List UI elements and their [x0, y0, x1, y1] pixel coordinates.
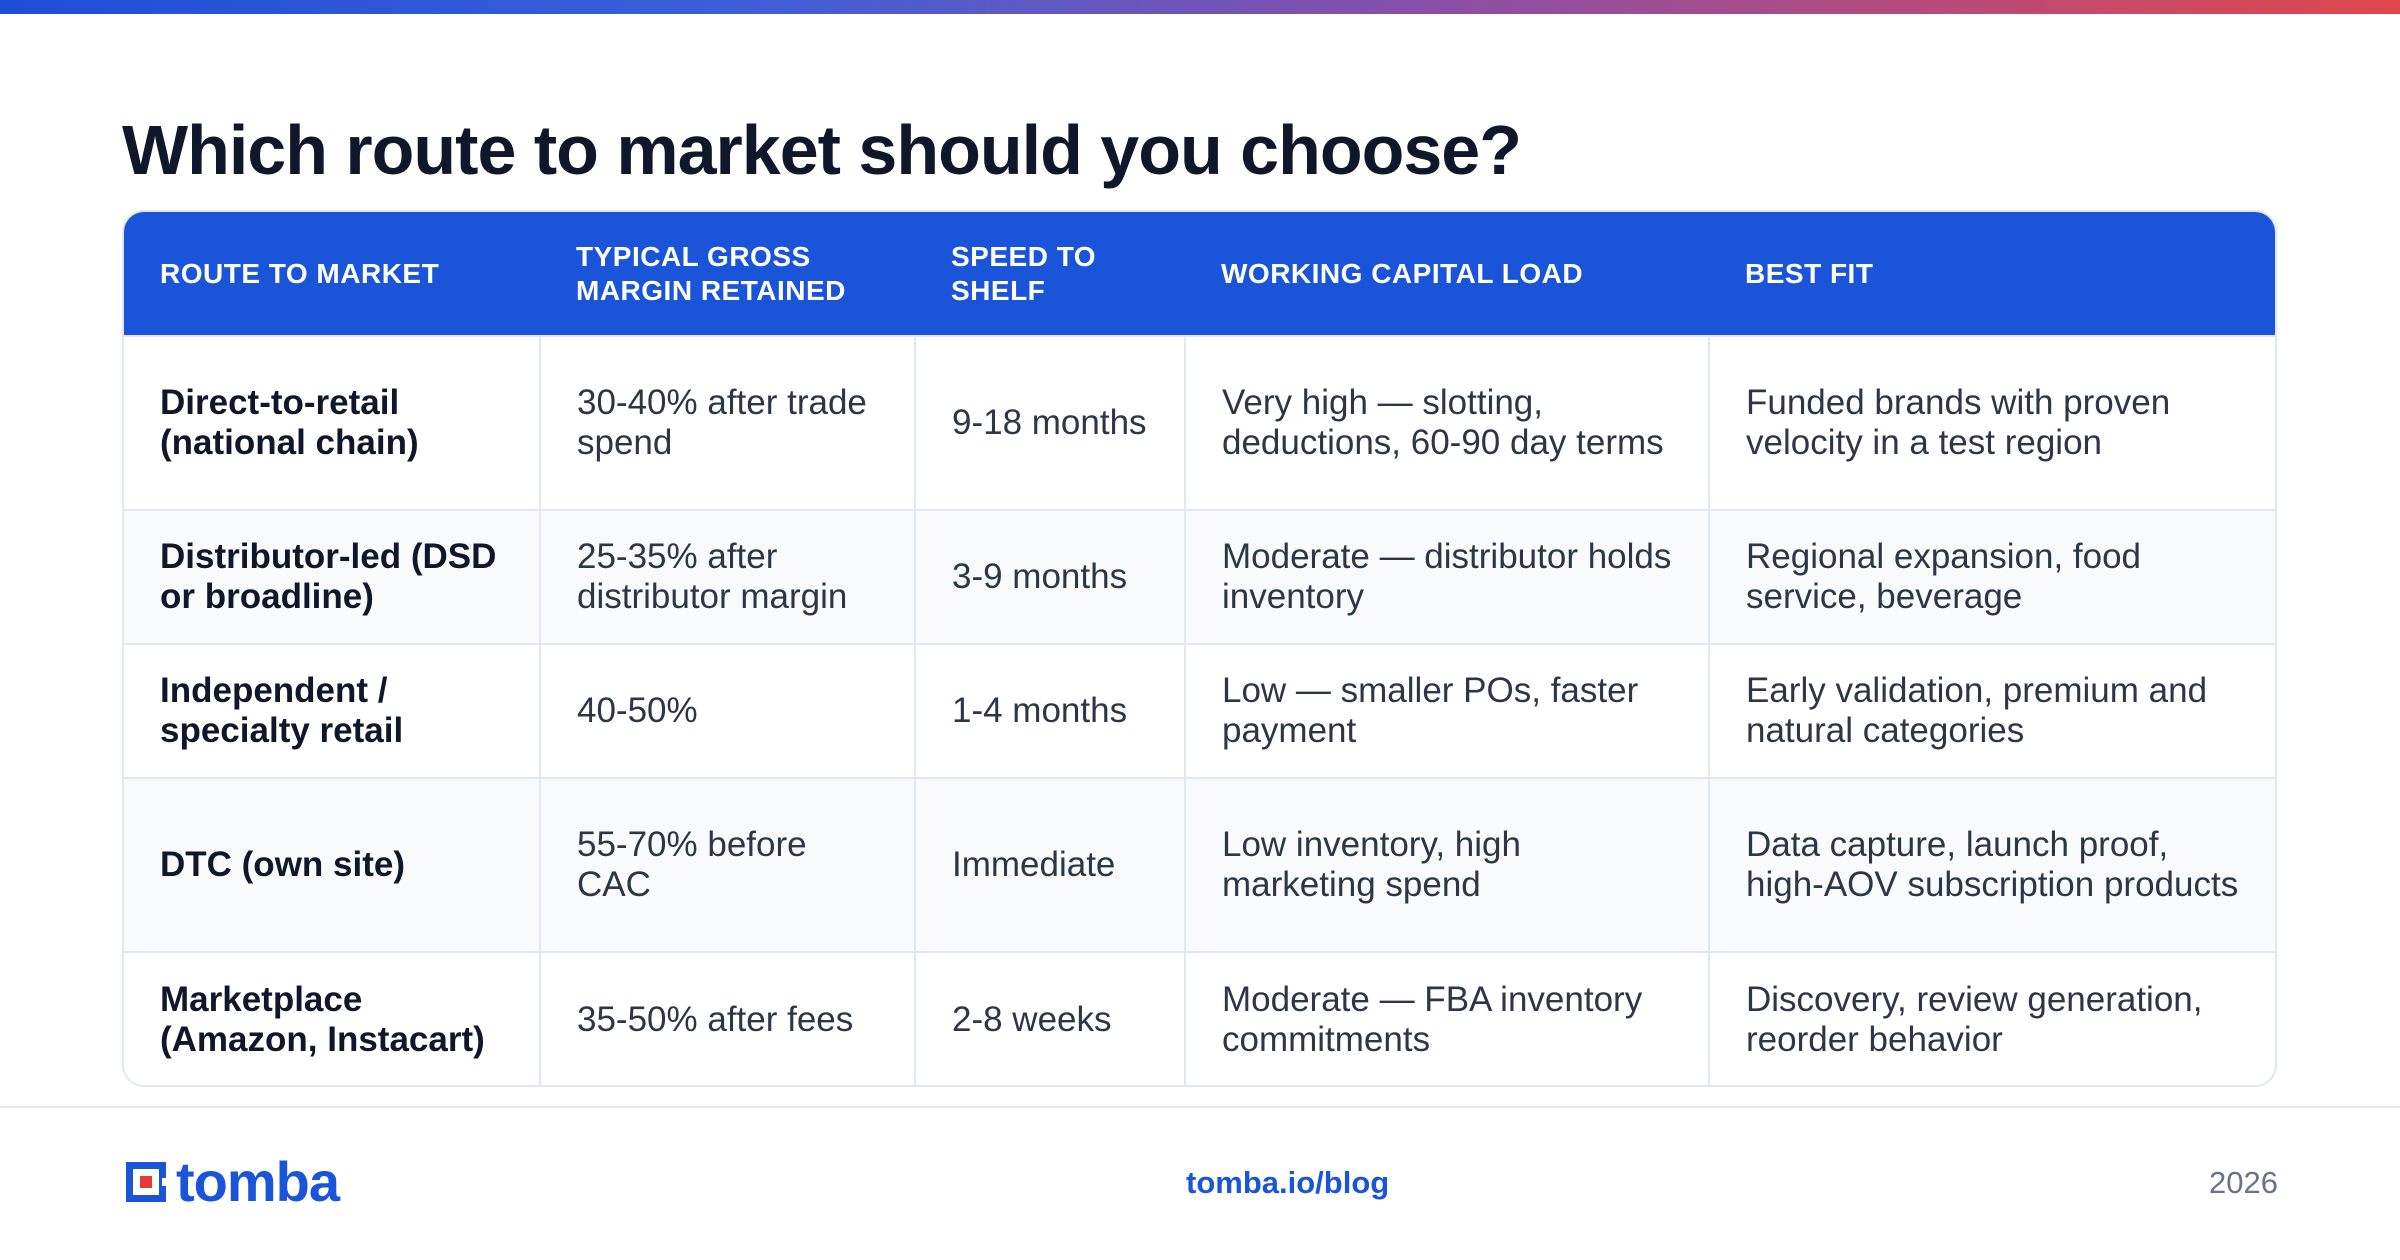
- cell-capital: Low inventory, high marketing spend: [1185, 777, 1710, 952]
- cell-best-fit: Early validation, premium and natural ca…: [1709, 643, 2275, 778]
- column-header-best-fit: BEST FIT: [1745, 257, 1874, 289]
- cell-speed: 1-4 months: [915, 643, 1186, 778]
- footer-divider: [0, 1106, 2400, 1108]
- cell-best-fit: Data capture, launch proof, high-AOV sub…: [1709, 777, 2275, 952]
- cell-route: Distributor-led (DSD or broadline): [124, 509, 541, 644]
- cell-route: Marketplace (Amazon, Instacart): [124, 951, 541, 1085]
- blog-link[interactable]: tomba.io/blog: [1186, 1165, 1390, 1200]
- table-header-row: ROUTE TO MARKET TYPICAL GROSS MARGIN RET…: [124, 212, 2275, 336]
- cell-speed: Immediate: [915, 777, 1186, 952]
- logo-wordmark: tomba: [176, 1150, 340, 1213]
- column-header-speed: SPEED TO SHELF: [951, 240, 1097, 306]
- cell-capital: Moderate — FBA inventory commitments: [1185, 951, 1710, 1085]
- cell-route: Direct-to-retail (national chain): [124, 335, 541, 510]
- cell-margin: 25-35% after distributor margin: [540, 509, 916, 644]
- cell-speed: 9-18 months: [915, 335, 1186, 510]
- cell-margin: 30-40% after trade spend: [540, 335, 916, 510]
- cell-route: Independent / specialty retail: [124, 643, 541, 778]
- cell-capital: Low — smaller POs, faster payment: [1185, 643, 1710, 778]
- table-row: Marketplace (Amazon, Instacart) 35-50% a…: [124, 951, 2275, 1085]
- page-title: Which route to market should you choose?: [122, 111, 1522, 189]
- table-row: Independent / specialty retail 40-50% 1-…: [124, 643, 2275, 778]
- cell-best-fit: Regional expansion, food service, bevera…: [1709, 509, 2275, 644]
- column-header-margin: TYPICAL GROSS MARGIN RETAINED: [576, 240, 846, 306]
- comparison-table: ROUTE TO MARKET TYPICAL GROSS MARGIN RET…: [122, 210, 2277, 1087]
- cell-speed: 2-8 weeks: [915, 951, 1186, 1085]
- table-row: Direct-to-retail (national chain) 30-40%…: [124, 335, 2275, 510]
- cell-speed: 3-9 months: [915, 509, 1186, 644]
- table-row: Distributor-led (DSD or broadline) 25-35…: [124, 509, 2275, 644]
- column-header-route: ROUTE TO MARKET: [160, 257, 440, 289]
- table-row: DTC (own site) 55-70% before CAC Immedia…: [124, 777, 2275, 952]
- tomba-logo[interactable]: tomba: [122, 1150, 340, 1213]
- cell-capital: Moderate — distributor holds inventory: [1185, 509, 1710, 644]
- cell-best-fit: Discovery, review generation, reorder be…: [1709, 951, 2275, 1085]
- cell-route: DTC (own site): [124, 777, 541, 952]
- column-header-capital: WORKING CAPITAL LOAD: [1221, 257, 1584, 289]
- cell-margin: 55-70% before CAC: [540, 777, 916, 952]
- cell-margin: 35-50% after fees: [540, 951, 916, 1085]
- cell-margin: 40-50%: [540, 643, 916, 778]
- tomba-logo-icon: [126, 1162, 170, 1202]
- top-gradient-bar: [0, 0, 2400, 14]
- cell-best-fit: Funded brands with proven velocity in a …: [1709, 335, 2275, 510]
- footer-year: 2026: [2209, 1165, 2278, 1200]
- cell-capital: Very high — slotting, deductions, 60-90 …: [1185, 335, 1710, 510]
